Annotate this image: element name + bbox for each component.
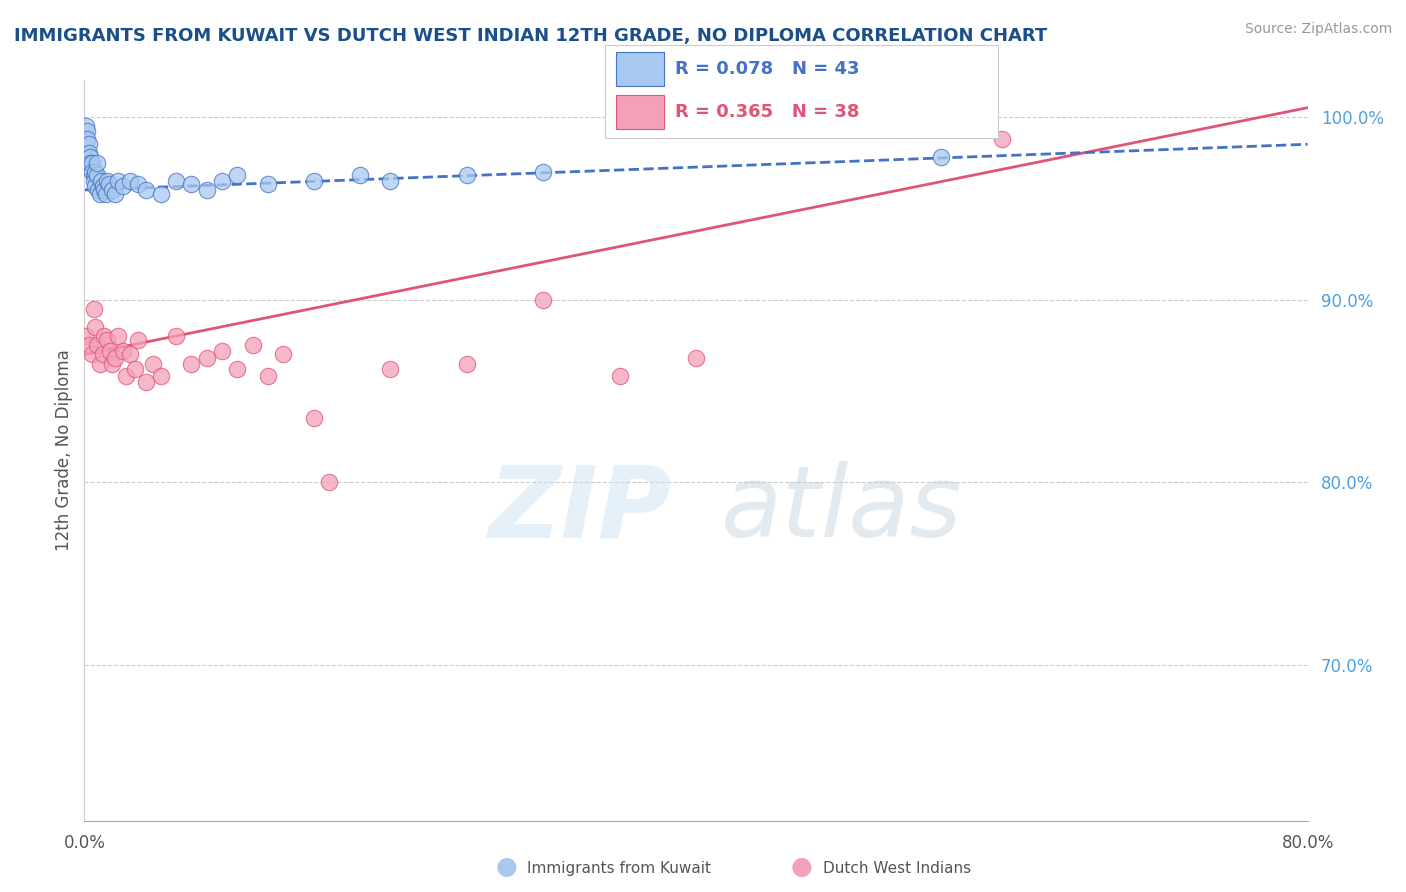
Point	[195, 183, 218, 197]
Point	[135, 375, 157, 389]
Point	[380, 362, 402, 376]
Point	[93, 329, 115, 343]
Point	[84, 179, 107, 194]
Point	[124, 362, 146, 376]
Point	[75, 329, 97, 343]
Text: Immigrants from Kuwait: Immigrants from Kuwait	[527, 861, 711, 876]
Text: Source: ZipAtlas.com: Source: ZipAtlas.com	[1244, 22, 1392, 37]
Point	[104, 351, 127, 366]
Point	[107, 174, 129, 188]
Point	[79, 155, 101, 169]
Point	[242, 338, 264, 352]
Point	[929, 150, 952, 164]
Text: Dutch West Indians: Dutch West Indians	[823, 861, 970, 876]
Text: atlas: atlas	[720, 461, 962, 558]
FancyBboxPatch shape	[616, 52, 664, 86]
Point	[271, 347, 294, 361]
Point	[991, 132, 1014, 146]
Point	[456, 169, 478, 183]
Point	[380, 174, 402, 188]
Point	[86, 155, 108, 169]
Point	[609, 369, 631, 384]
Text: ZIP: ZIP	[488, 461, 672, 558]
Point	[91, 179, 114, 194]
Point	[685, 351, 707, 366]
Point	[456, 357, 478, 371]
Text: ●: ●	[790, 855, 813, 879]
Point	[83, 169, 105, 183]
Point	[127, 178, 149, 192]
FancyBboxPatch shape	[616, 95, 664, 129]
Point	[76, 132, 98, 146]
Y-axis label: 12th Grade, No Diploma: 12th Grade, No Diploma	[55, 350, 73, 551]
Point	[302, 411, 325, 425]
Point	[226, 362, 249, 376]
Point	[86, 169, 108, 183]
Point	[531, 293, 554, 307]
Point	[257, 178, 280, 192]
Point	[111, 343, 134, 358]
Point	[91, 347, 114, 361]
Point	[195, 351, 218, 366]
Point	[180, 357, 202, 371]
Point	[531, 164, 554, 178]
Point	[101, 357, 124, 371]
Point	[211, 343, 233, 358]
Point	[84, 164, 107, 178]
Point	[120, 347, 142, 361]
Point	[104, 186, 127, 201]
Point	[226, 169, 249, 183]
Point	[96, 333, 118, 347]
Point	[77, 146, 100, 161]
Point	[86, 338, 108, 352]
Point	[77, 338, 100, 352]
Point	[142, 357, 165, 371]
Point	[83, 301, 105, 316]
Point	[79, 150, 101, 164]
Point	[257, 369, 280, 384]
Point	[83, 174, 105, 188]
Point	[149, 186, 172, 201]
Point	[93, 183, 115, 197]
Point	[80, 347, 103, 361]
Point	[89, 186, 111, 201]
Point	[76, 124, 98, 138]
Text: ●: ●	[495, 855, 517, 879]
Point	[80, 164, 103, 178]
Text: IMMIGRANTS FROM KUWAIT VS DUTCH WEST INDIAN 12TH GRADE, NO DIPLOMA CORRELATION C: IMMIGRANTS FROM KUWAIT VS DUTCH WEST IND…	[14, 27, 1047, 45]
Point	[87, 183, 110, 197]
Point	[90, 174, 112, 188]
Point	[77, 137, 100, 152]
Point	[94, 186, 117, 201]
Point	[75, 119, 97, 133]
Point	[120, 174, 142, 188]
Point	[114, 369, 136, 384]
Point	[149, 369, 172, 384]
Point	[165, 329, 187, 343]
Point	[302, 174, 325, 188]
Point	[318, 475, 340, 490]
Text: R = 0.365   N = 38: R = 0.365 N = 38	[675, 103, 860, 121]
Point	[84, 320, 107, 334]
Point	[96, 174, 118, 188]
Point	[127, 333, 149, 347]
Point	[165, 174, 187, 188]
Point	[111, 179, 134, 194]
Point	[211, 174, 233, 188]
Point	[97, 178, 120, 192]
Point	[98, 343, 121, 358]
Text: R = 0.078   N = 43: R = 0.078 N = 43	[675, 60, 860, 78]
Point	[107, 329, 129, 343]
Point	[80, 155, 103, 169]
Point	[101, 183, 124, 197]
Point	[89, 357, 111, 371]
Point	[135, 183, 157, 197]
Point	[180, 178, 202, 192]
Point	[349, 169, 371, 183]
